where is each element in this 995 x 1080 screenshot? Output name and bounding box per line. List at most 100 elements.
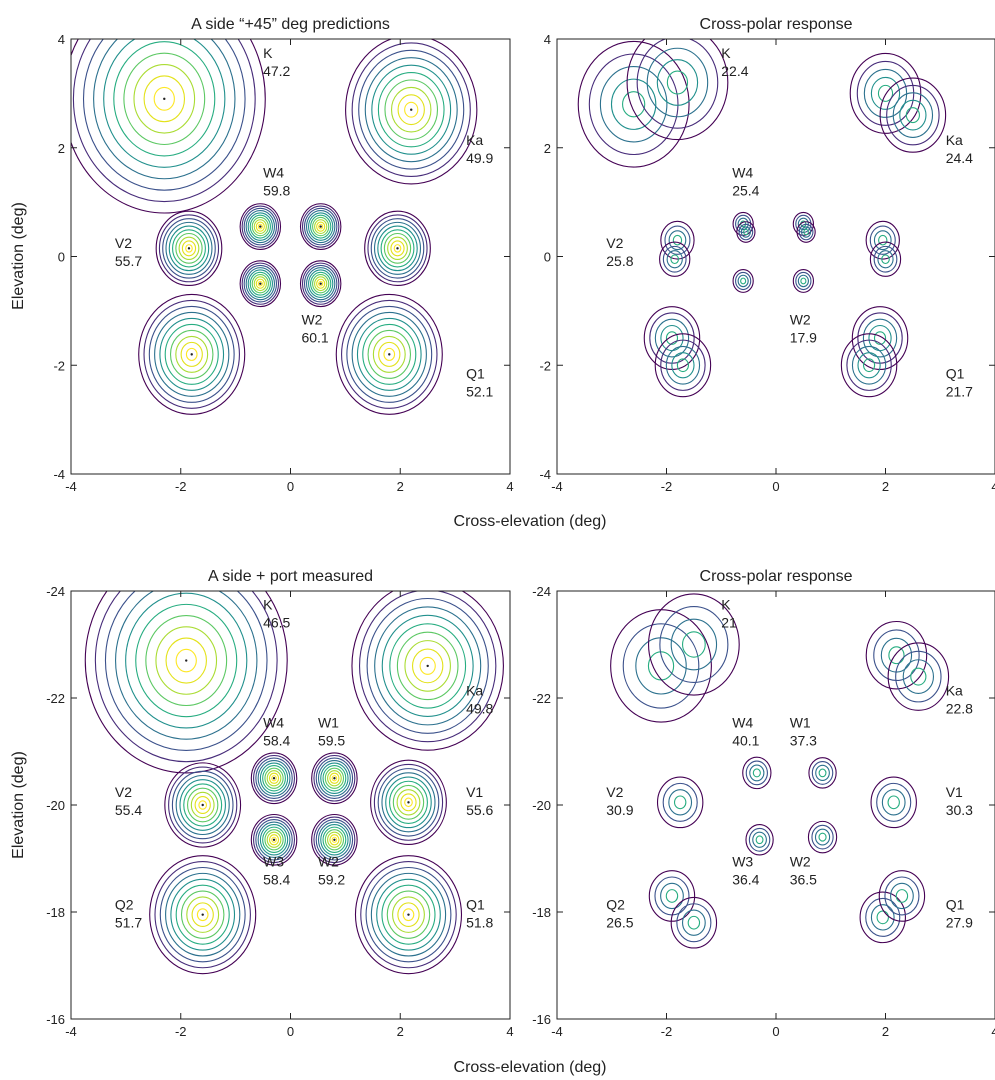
y-tick-label: -2	[539, 358, 551, 373]
y-axis-label-bottom: Elevation (deg)	[10, 751, 27, 859]
contour-line	[247, 269, 273, 298]
beam-contours	[648, 870, 696, 922]
contour-line	[314, 219, 328, 234]
contour-line	[358, 49, 465, 170]
band-label: V2 25.8	[606, 235, 633, 269]
contour-line	[155, 210, 223, 287]
band-name: W4	[263, 165, 284, 181]
contour-line	[259, 824, 289, 856]
y-tick-label: 2	[544, 141, 551, 156]
contour-line	[895, 889, 909, 903]
beam-contours	[250, 813, 298, 866]
contour-line	[175, 232, 203, 264]
contour-line	[364, 210, 431, 287]
contour-line	[93, 39, 236, 180]
contour-line	[317, 821, 351, 859]
contour-line	[392, 784, 425, 820]
contour-line	[175, 884, 230, 945]
contour-group	[577, 39, 947, 398]
beam-contours	[660, 220, 695, 260]
contour-line	[387, 236, 408, 261]
contour-line	[251, 216, 269, 237]
contour-line	[311, 813, 358, 866]
y-tick-label: -16	[46, 1012, 65, 1027]
contour-line	[890, 882, 914, 910]
contour-line	[383, 232, 412, 264]
peak-marker	[319, 282, 322, 285]
band-label: Ka 49.9	[466, 132, 493, 166]
band-value: 21	[721, 615, 737, 631]
contour-line	[660, 220, 695, 260]
contour-line	[681, 631, 706, 658]
panel-title: Cross-polar response	[700, 568, 853, 585]
beam-contours	[887, 642, 950, 711]
contour-line	[740, 277, 747, 285]
contour-line	[308, 269, 334, 298]
band-value: 30.9	[606, 802, 633, 818]
band-name: Ka	[946, 132, 963, 148]
x-tick-label: 4	[506, 1024, 513, 1039]
contour-line	[253, 276, 267, 292]
contour-line	[315, 757, 354, 800]
band-label: Q1 21.7	[946, 366, 973, 400]
beam-contours	[865, 620, 928, 690]
beam-contours	[736, 221, 756, 243]
contour-line	[257, 223, 263, 230]
contour-line	[380, 229, 415, 268]
contour-line	[271, 775, 277, 782]
contour-line	[299, 203, 342, 250]
contour-line	[840, 333, 898, 398]
contour-line	[659, 606, 729, 683]
contour-line	[305, 210, 336, 244]
x-tick-label: 4	[506, 479, 513, 494]
contour-line	[362, 323, 417, 385]
contour-line	[243, 207, 278, 246]
band-label: W4 59.8	[263, 165, 290, 199]
y-tick-label: -24	[46, 584, 65, 599]
contour-line	[253, 816, 296, 864]
band-name: V2	[115, 235, 132, 251]
beam-contours	[354, 855, 463, 975]
contour-line	[807, 820, 838, 854]
contour-line	[899, 99, 927, 131]
beam-contours	[370, 759, 447, 846]
peak-marker	[333, 777, 336, 780]
band-value: 49.9	[466, 150, 493, 166]
contour-line	[377, 225, 418, 272]
contour-line	[865, 620, 928, 690]
contour-line	[622, 91, 646, 118]
band-name: W2	[301, 311, 322, 327]
contour-line	[158, 214, 220, 283]
contour-line	[818, 832, 827, 842]
contour-line	[648, 870, 696, 922]
contour-line	[301, 262, 340, 305]
contour-line	[673, 795, 687, 810]
contour-line	[876, 782, 912, 822]
contour-line	[676, 358, 690, 373]
y-tick-label: -16	[532, 1012, 551, 1027]
band-value: 25.8	[606, 253, 633, 269]
contour-group	[84, 591, 504, 975]
contour-line	[255, 278, 265, 289]
contour-line	[257, 760, 291, 797]
beam-contours	[670, 896, 718, 949]
contour-line	[351, 591, 504, 751]
contour-line	[383, 347, 396, 361]
contour-line	[239, 260, 282, 308]
contour-line	[859, 891, 906, 944]
contour-line	[732, 268, 754, 293]
contour-line	[103, 39, 226, 168]
contour-line	[239, 203, 282, 250]
peak-marker	[388, 353, 391, 356]
band-value: 46.5	[263, 615, 290, 631]
y-tick-label: -22	[46, 691, 65, 706]
x-tick-label: -4	[551, 479, 563, 494]
beam-contours	[745, 824, 774, 856]
contour-line	[670, 896, 718, 949]
beam-contours	[879, 77, 947, 153]
peak-marker	[396, 247, 399, 250]
contour-line	[245, 210, 276, 244]
contour-line	[310, 214, 332, 239]
contour-line	[672, 234, 683, 246]
contour-line	[376, 878, 441, 951]
